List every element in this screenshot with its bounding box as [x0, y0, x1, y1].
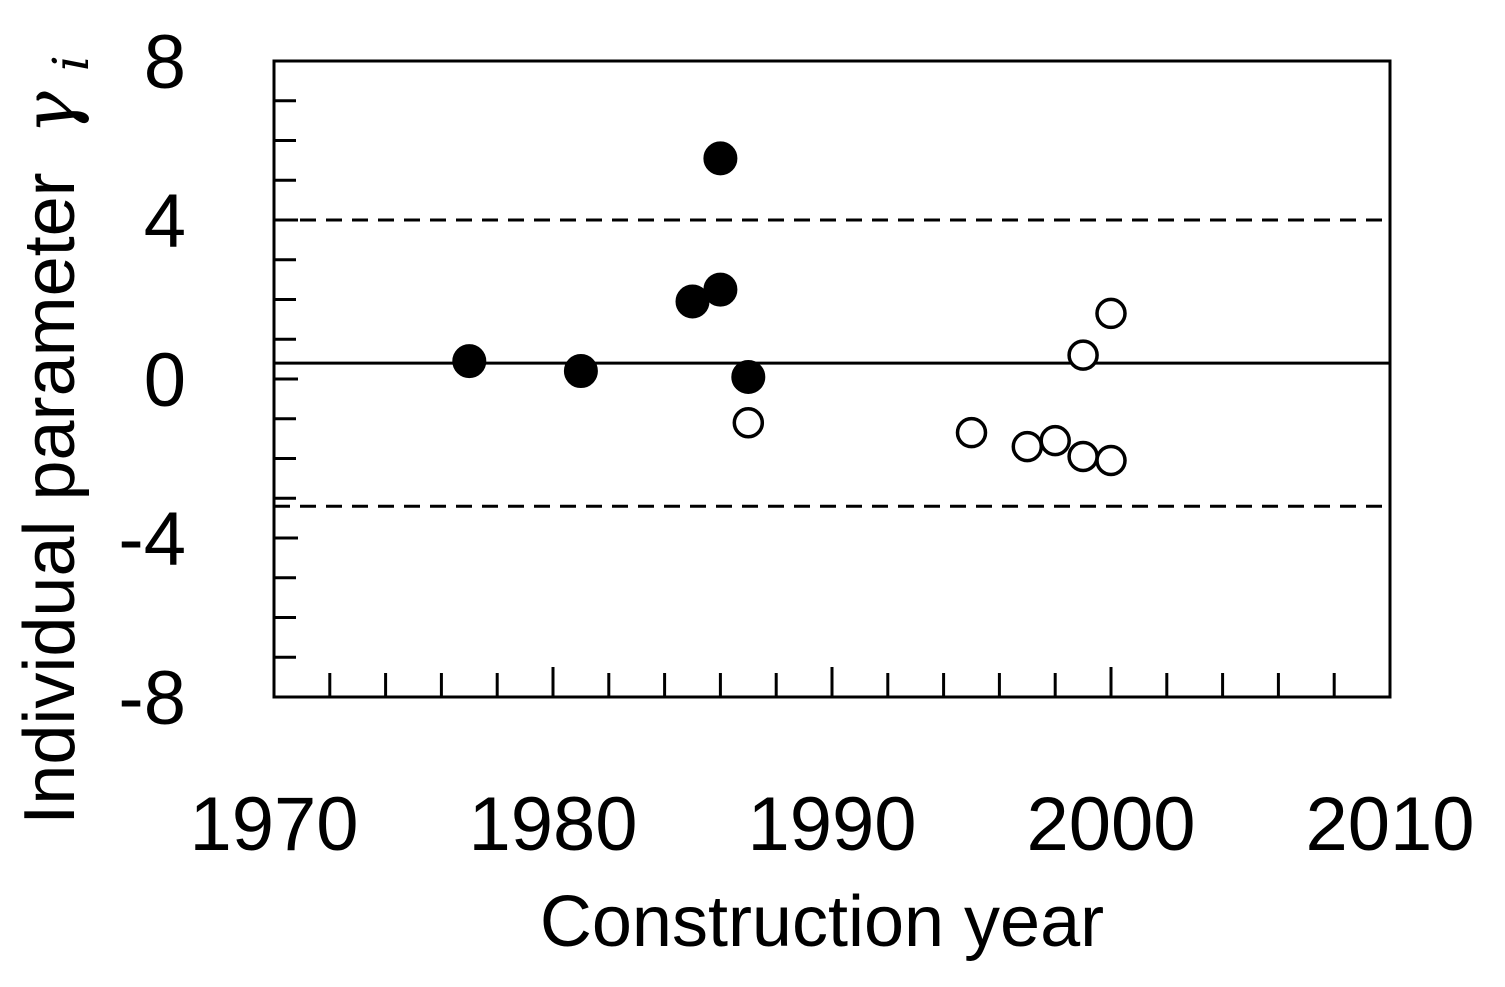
- tick-labels: -8 -4 0 4 8 1970 1980 1990 2000 2010: [118, 20, 1474, 867]
- open-data-point: [732, 406, 765, 439]
- open-data-point: [1067, 440, 1099, 473]
- open-data-point: [1095, 297, 1127, 330]
- filled-data-point: [563, 354, 598, 389]
- filled-data-point: [731, 360, 766, 395]
- y-tick-label: 8: [144, 20, 186, 105]
- data-points: [452, 141, 1127, 477]
- filled-data-point: [703, 272, 738, 307]
- open-data-point: [1095, 444, 1127, 477]
- y-axis-title: Individual parameter γ i: [7, 55, 100, 824]
- open-data-point: [1011, 430, 1044, 463]
- y-tick-label: 0: [144, 338, 186, 423]
- y-axis-title-symbol: γ: [7, 90, 91, 134]
- y-tick-label: -4: [118, 497, 186, 582]
- open-data-point: [955, 416, 988, 449]
- open-data-point: [1039, 424, 1071, 457]
- y-axis-title-text: Individual parameter: [10, 172, 90, 824]
- x-tick-label: 1970: [189, 782, 358, 867]
- y-tick-label: -8: [118, 656, 186, 741]
- open-data-point: [1067, 339, 1099, 371]
- axis-ticks: [274, 59, 1336, 699]
- y-axis-title-subscript: i: [42, 55, 100, 71]
- plot-frame: [272, 59, 1392, 699]
- x-tick-label: 1990: [747, 782, 916, 867]
- x-tick-label: 2010: [1305, 782, 1474, 867]
- filled-data-point: [703, 141, 738, 176]
- x-axis-title: Construction year: [540, 882, 1104, 962]
- filled-data-point: [452, 344, 487, 379]
- x-tick-label: 2000: [1026, 782, 1195, 867]
- reference-lines: [274, 218, 1390, 508]
- x-tick-label: 1980: [468, 782, 637, 867]
- y-tick-label: 4: [144, 179, 186, 264]
